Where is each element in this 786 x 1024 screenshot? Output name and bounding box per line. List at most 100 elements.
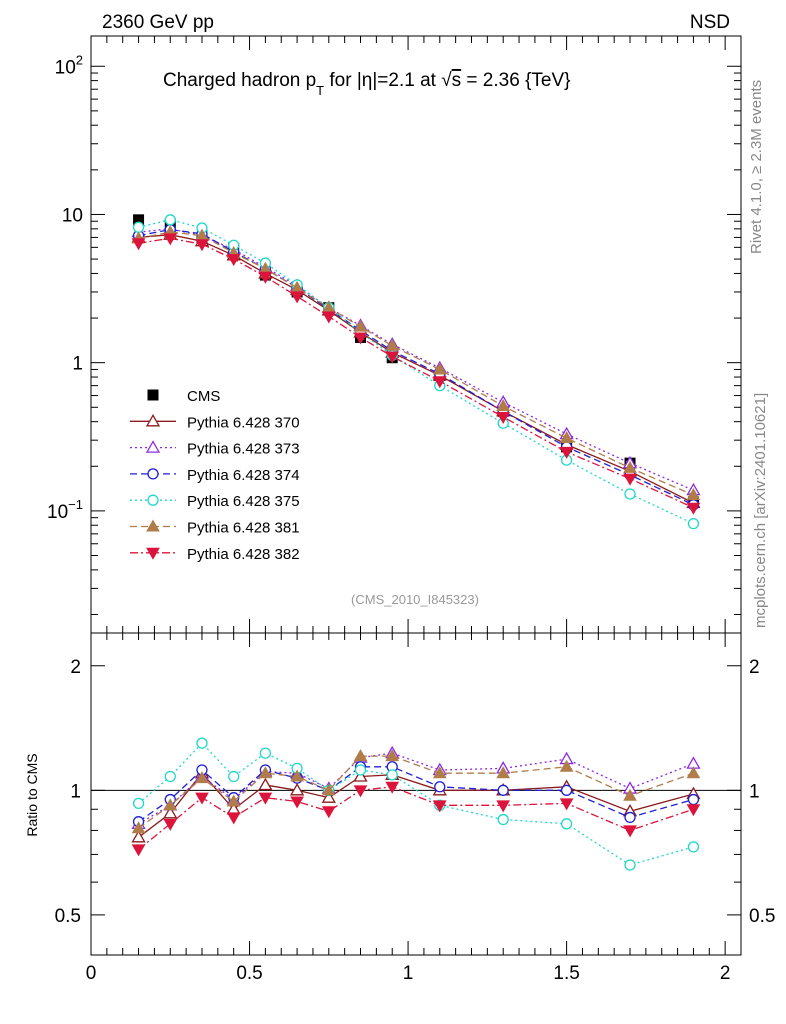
legend-marker bbox=[147, 494, 159, 506]
ratio-point-pythia-6-428-382 bbox=[432, 800, 447, 813]
ratio-plot-frame bbox=[90, 632, 742, 956]
legend-entry-pythia-6-428-373: Pythia 6.428 373 bbox=[130, 440, 300, 458]
ratio-point-pythia-6-428-382 bbox=[321, 806, 336, 819]
ratio-series-pythia-6-428-381 bbox=[131, 749, 701, 834]
plot-title-sqrt: √ bbox=[441, 70, 452, 91]
main-point-pythia-6-428-382 bbox=[353, 332, 368, 345]
main-point-pythia-6-428-381 bbox=[496, 399, 511, 412]
main-y-tick-label: 102 bbox=[55, 52, 83, 78]
ratio-point-pythia-6-428-370 bbox=[321, 790, 336, 803]
main-y-tick-label: 10 bbox=[62, 205, 83, 226]
legend-label: CMS bbox=[187, 388, 220, 405]
main-plot-frame bbox=[90, 35, 742, 634]
mcplots-label: mcplots.cern.ch [arXiv:2401.10621] bbox=[752, 393, 769, 628]
ratio-point-pythia-6-428-375 bbox=[560, 818, 573, 830]
rivet-version-label: Rivet 4.1.0, ≥ 2.3M events bbox=[748, 80, 765, 254]
ratio-point-pythia-6-428-381 bbox=[353, 749, 368, 762]
legend-entry-cms: CMS bbox=[147, 388, 220, 405]
ratio-point-pythia-6-428-381 bbox=[321, 783, 336, 796]
ratio-point-pythia-6-428-374 bbox=[497, 784, 509, 796]
ratio-y-tick-label-right: 1 bbox=[749, 781, 760, 802]
ratio-point-pythia-6-428-370 bbox=[258, 777, 273, 791]
ratio-point-pythia-6-428-381 bbox=[385, 749, 400, 762]
main-point-pythia-6-428-382 bbox=[195, 239, 209, 252]
main-point-pythia-6-428-382 bbox=[163, 233, 178, 246]
main-point-pythia-6-428-382 bbox=[321, 311, 336, 324]
main-point-pythia-6-428-382 bbox=[131, 238, 146, 251]
ratio-point-pythia-6-428-381 bbox=[226, 794, 241, 807]
plot-title-suffix: = 2.36 {TeV} bbox=[461, 70, 570, 91]
ratio-point-pythia-6-428-381 bbox=[195, 771, 209, 784]
plot-title-subscript: T bbox=[316, 83, 324, 98]
ratio-y-tick-label: 0.5 bbox=[55, 906, 81, 927]
ratio-point-pythia-6-428-375 bbox=[497, 813, 509, 826]
legend-label: Pythia 6.428 382 bbox=[187, 546, 300, 563]
ratio-y-tick-label-right: 0.5 bbox=[749, 906, 775, 927]
main-y-tick-label-base: 10 bbox=[47, 502, 68, 523]
ratio-point-pythia-6-428-370 bbox=[131, 829, 146, 843]
main-point-pythia-6-428-375 bbox=[132, 221, 145, 233]
ratio-point-pythia-6-428-374 bbox=[434, 781, 446, 793]
ratio-point-pythia-6-428-375 bbox=[196, 737, 208, 749]
legend-entry-pythia-6-428-382: Pythia 6.428 382 bbox=[130, 546, 300, 563]
ratio-point-pythia-6-428-375 bbox=[164, 770, 176, 783]
main-point-pythia-6-428-375 bbox=[164, 214, 176, 226]
ratio-point-pythia-6-428-375 bbox=[228, 770, 240, 783]
ratio-point-pythia-6-428-382 bbox=[559, 798, 574, 811]
legend-entry-pythia-6-428-381: Pythia 6.428 381 bbox=[130, 519, 300, 537]
ratio-point-pythia-6-428-382 bbox=[163, 818, 178, 831]
ratio-point-pythia-6-428-381 bbox=[290, 769, 304, 782]
ratio-y-tick-label: 1 bbox=[70, 781, 81, 802]
ratio-point-pythia-6-428-382 bbox=[131, 844, 146, 857]
plot-title-s: s bbox=[452, 70, 462, 91]
x-tick-label: 0.5 bbox=[236, 963, 262, 984]
ratio-point-pythia-6-428-375 bbox=[386, 769, 398, 781]
ratio-point-pythia-6-428-381 bbox=[623, 788, 637, 801]
ratio-point-pythia-6-428-382 bbox=[258, 792, 273, 805]
ratio-point-pythia-6-428-382 bbox=[496, 800, 511, 813]
ratio-point-pythia-6-428-382 bbox=[353, 785, 368, 798]
ratio-point-pythia-6-428-382 bbox=[290, 796, 304, 809]
main-point-pythia-6-428-381 bbox=[353, 319, 368, 332]
main-line-pythia-6-428-370 bbox=[138, 234, 694, 504]
main-point-pythia-6-428-382 bbox=[258, 271, 273, 284]
ratio-y-axis-label: Ratio to CMS bbox=[24, 753, 40, 836]
ratio-point-pythia-6-428-375 bbox=[624, 859, 636, 871]
ratio-point-pythia-6-428-381 bbox=[163, 798, 178, 811]
main-line-pythia-6-428-382 bbox=[138, 237, 694, 509]
ratio-series-pythia-6-428-375 bbox=[132, 737, 700, 871]
main-point-pythia-6-428-382 bbox=[686, 502, 701, 515]
main-line-pythia-6-428-374 bbox=[138, 228, 694, 506]
legend-label: Pythia 6.428 374 bbox=[187, 467, 300, 484]
ratio-point-pythia-6-428-382 bbox=[195, 792, 209, 805]
header-right-label: NSD bbox=[690, 12, 730, 33]
ratio-point-pythia-6-428-374 bbox=[687, 793, 700, 806]
legend-marker bbox=[145, 413, 161, 427]
main-y-tick-label: 10−1 bbox=[47, 497, 83, 523]
ratio-line-pythia-6-428-374 bbox=[138, 766, 694, 823]
ratio-point-pythia-6-428-381 bbox=[258, 766, 273, 779]
ratio-point-pythia-6-428-381 bbox=[686, 766, 701, 779]
ratio-y-tick-label-right: 2 bbox=[749, 657, 760, 678]
ratio-point-pythia-6-428-381 bbox=[131, 821, 146, 834]
x-tick-label: 1 bbox=[403, 963, 414, 984]
ratio-point-pythia-6-428-374 bbox=[560, 784, 573, 796]
x-tick-label: 0 bbox=[86, 963, 97, 984]
legend: CMS Pythia 6.428 370 Pythia 6.428 373 Pythi… bbox=[130, 388, 300, 563]
x-tick-label: 1.5 bbox=[553, 963, 579, 984]
plot-title-prefix: Charged hadron p bbox=[163, 70, 316, 91]
main-y-tick-label-base: 10 bbox=[55, 57, 76, 78]
ratio-point-pythia-6-428-382 bbox=[686, 804, 701, 817]
ratio-point-pythia-6-428-375 bbox=[354, 764, 367, 776]
ratio-point-pythia-6-428-381 bbox=[496, 766, 511, 779]
legend-label: Pythia 6.428 373 bbox=[187, 441, 300, 458]
legend-label: Pythia 6.428 370 bbox=[187, 414, 300, 431]
main-point-pythia-6-428-381 bbox=[385, 338, 400, 351]
main-point-pythia-6-428-382 bbox=[226, 254, 241, 267]
ratio-point-pythia-6-428-382 bbox=[226, 812, 241, 825]
main-point-pythia-6-428-382 bbox=[385, 351, 400, 364]
main-series-pythia-6-428-382 bbox=[131, 233, 701, 515]
main-point-pythia-6-428-382 bbox=[432, 376, 447, 389]
